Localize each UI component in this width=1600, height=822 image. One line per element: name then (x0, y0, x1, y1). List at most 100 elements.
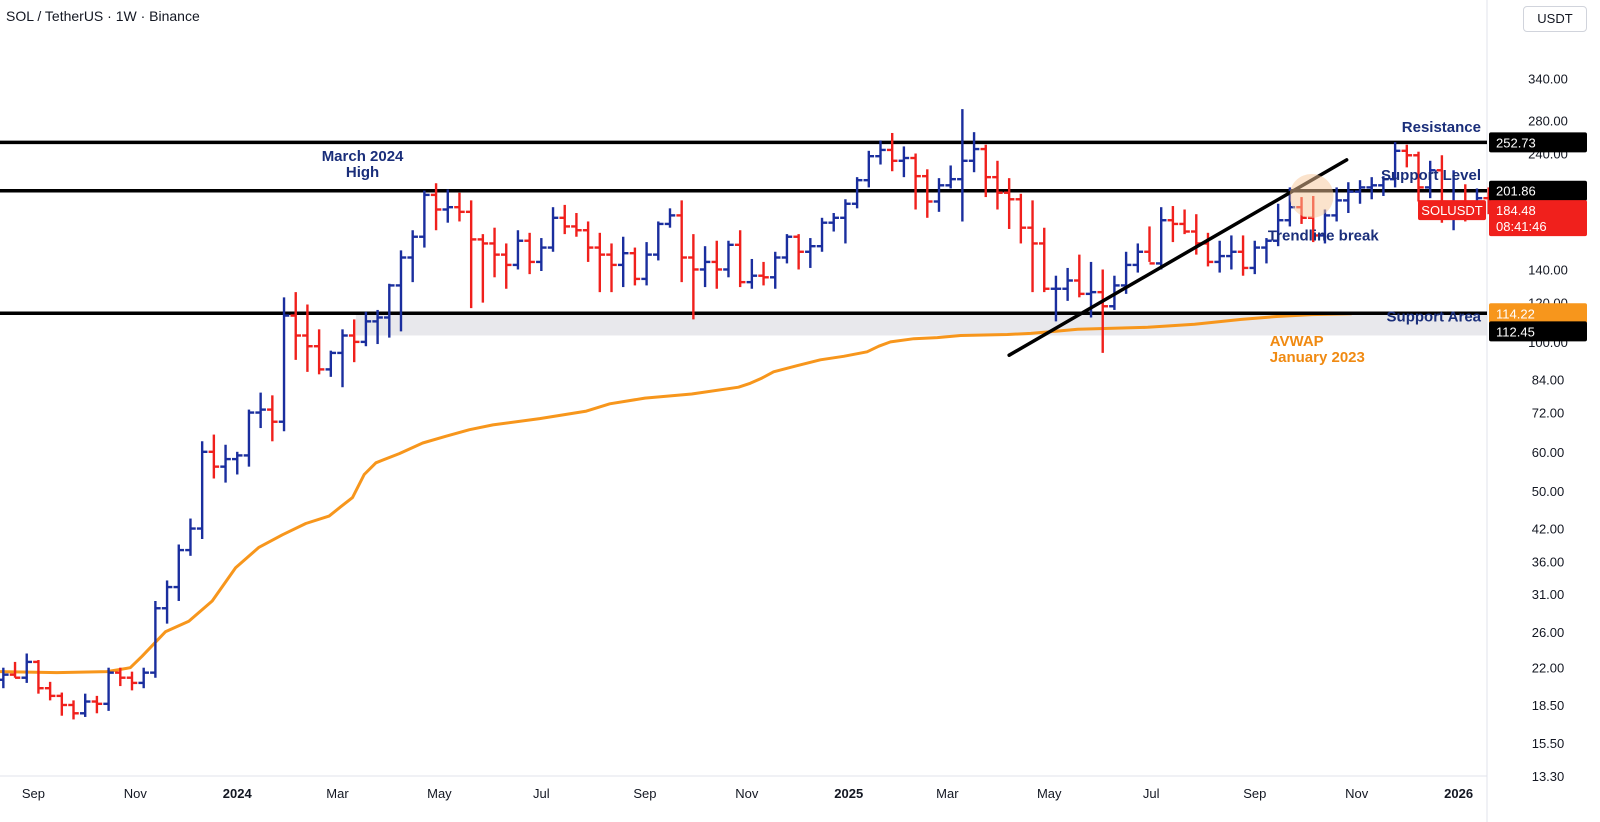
ohlc-bar (769, 251, 781, 289)
y-tick-label: 18.50 (1532, 698, 1565, 713)
x-tick-label: May (1037, 786, 1062, 801)
ohlc-bar (465, 200, 477, 309)
ohlc-bar (723, 240, 734, 278)
ohlc-bar (641, 242, 652, 286)
ohlc-bar (547, 207, 559, 252)
annotation-label: AVWAP (1270, 333, 1324, 350)
ohlc-bar (582, 221, 594, 262)
symbol-tag-bg (1418, 200, 1486, 221)
ohlc-bar (980, 144, 992, 198)
ohlc-bar (348, 319, 360, 363)
x-tick-label: 2025 (834, 786, 863, 801)
price-tag-bg (1489, 303, 1587, 324)
ohlc-bar (1272, 203, 1284, 247)
ohlc-bar (103, 667, 114, 711)
ohlc-bar (196, 441, 208, 540)
ohlc-bar (0, 667, 9, 689)
x-tick-label: Sep (22, 786, 45, 801)
ohlc-bar (185, 518, 196, 556)
ohlc-bar (79, 693, 91, 717)
price-tag-bg (1489, 132, 1587, 153)
ohlc-bar (1424, 160, 1436, 199)
price-tag-label: 252.73 (1496, 135, 1536, 150)
ohlc-bar (419, 190, 430, 248)
ohlc-bar (1237, 235, 1249, 276)
ohlc-bar (489, 227, 500, 278)
ohlc-bar (536, 238, 547, 272)
avwap-line (0, 312, 1352, 675)
x-tick-label: Sep (633, 786, 656, 801)
ohlc-bar (500, 243, 512, 289)
y-tick-label: 72.00 (1532, 406, 1565, 421)
ohlc-bar (430, 183, 442, 231)
ohlc-bar (1389, 142, 1401, 188)
ohlc-bar (699, 246, 711, 288)
ohlc-bar (898, 146, 910, 178)
ohlc-bar (1214, 240, 1225, 273)
ohlc-bar (1331, 187, 1342, 222)
ohlc-bar (267, 395, 278, 442)
ohlc-bar (664, 208, 676, 228)
ohlc-bar (559, 204, 570, 235)
ohlc-bar (1261, 238, 1272, 264)
ohlc-bar (290, 292, 301, 360)
x-tick-label: 2026 (1444, 786, 1473, 801)
ohlc-bar (711, 240, 723, 289)
ohlc-bar (1249, 240, 1261, 275)
x-tick-label: Nov (124, 786, 148, 801)
ohlc-bar (793, 234, 804, 270)
price-tag-label: 112.45 (1496, 324, 1535, 339)
ohlc-bar (1226, 235, 1237, 270)
price-tag-label: 201.86 (1496, 184, 1536, 199)
y-tick-label: 50.00 (1532, 484, 1565, 499)
y-tick-label: 42.00 (1532, 522, 1565, 537)
ohlc-bar (1413, 151, 1424, 202)
x-tick-label: Mar (936, 786, 959, 801)
ohlc-bar (1074, 254, 1085, 298)
ohlc-bar (851, 177, 863, 209)
ohlc-bar (746, 258, 758, 289)
ohlc-bar (1062, 267, 1073, 301)
avwap-layer (0, 312, 1352, 675)
x-tick-label: 2024 (223, 786, 253, 801)
ohlc-bar (477, 234, 489, 303)
ohlc-bar (1401, 144, 1413, 168)
price-tag-label: 114.22 (1496, 306, 1535, 321)
annotation-label: High (346, 164, 379, 181)
ohlc-bar (863, 150, 875, 188)
support-band-layer (355, 313, 1487, 336)
ohlc-bar (325, 350, 337, 377)
currency-button[interactable]: USDT (1523, 6, 1587, 32)
ohlc-bar (278, 297, 290, 432)
ohlc-bar (173, 544, 185, 601)
ohlc-bar (68, 700, 79, 720)
x-tick-label: Nov (1345, 786, 1369, 801)
ohlc-bar (1354, 180, 1366, 204)
price-tag: 252.73 (1489, 132, 1587, 153)
ohlc-bar (922, 169, 933, 218)
ohlc-bar (968, 132, 980, 173)
annotation-label: March 2024 (322, 148, 404, 165)
ohlc-bar (138, 667, 149, 689)
trendline-layer (1007, 158, 1349, 357)
ohlc-bar (1003, 178, 1015, 229)
x-tick-label: Jul (533, 786, 550, 801)
y-tick-label: 36.00 (1532, 555, 1565, 570)
ohlc-bar (313, 329, 325, 375)
ohlc-bar (1179, 209, 1190, 235)
y-tick-label: 340.00 (1528, 72, 1568, 87)
annotation-label: Trendline break (1268, 228, 1380, 245)
ohlc-bar (1038, 227, 1050, 293)
price-tag-bg (1489, 321, 1587, 342)
annotation-label: Resistance (1402, 119, 1481, 136)
ohlc-bar (594, 232, 606, 293)
ohlc-bar (1366, 177, 1377, 200)
ohlc-bar (208, 434, 220, 479)
ohlc-bar (56, 692, 68, 716)
ohlc-bar (840, 199, 851, 244)
ohlc-bar (1015, 193, 1027, 244)
x-tick-label: May (427, 786, 452, 801)
